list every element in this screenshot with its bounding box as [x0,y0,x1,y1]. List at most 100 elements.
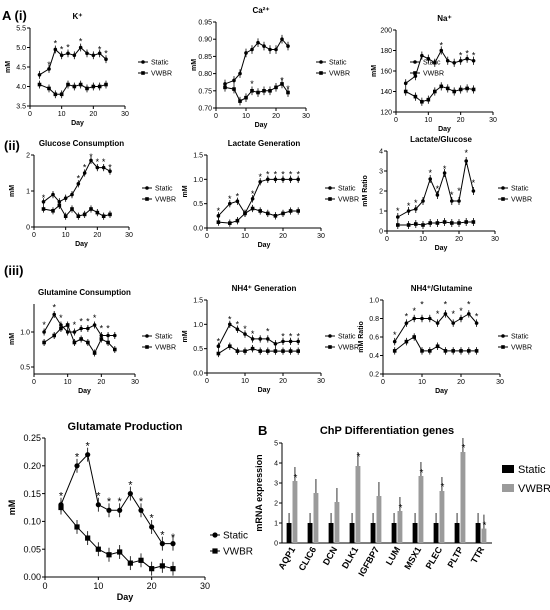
series-line-vwbr [60,507,174,570]
x-tick-label: 0 [32,232,36,239]
significance-star: * [89,152,93,162]
x-tick-label: 0 [28,111,32,118]
y-tick-label: 0.4 [369,353,379,360]
significance-star: * [464,148,468,158]
chart-title: Glutamine Consumption [38,288,131,297]
legend-label-vwbr: VWBR [155,196,176,203]
legend-marker-vwbr [501,345,505,349]
x-tick-label: 20 [97,379,105,386]
bar-static [391,523,397,543]
legend-label-static: Static [155,185,173,192]
chart-nh4: NH4⁺ Generation 0.0 0.5 1.0 1.5 mM 0 10 20 30 Day *… [182,284,359,394]
x-tick-label: 20 [89,111,97,118]
bar-vwbr [460,452,466,543]
x-tick-label: 10 [418,379,426,386]
significance-star: * [465,49,469,59]
bar-vwbr [376,496,382,543]
y-tick-label: 0.5 [193,346,203,353]
y-tick-label: 2 [274,500,278,507]
x-tick-label: 0 [214,113,218,120]
legend-label-vwbr: VWBR [329,70,350,77]
y-tick-label: 0.5 [193,201,203,208]
chart-title: NH4⁺ Generation [232,284,297,293]
legend-label-static: Static [155,333,173,340]
legend-marker-vwbr [141,71,145,75]
significance-star: * [450,190,454,200]
legend-marker-vwbr [212,548,218,554]
x-tick-label: 0 [205,233,209,240]
legend-marker-vwbr [501,197,505,201]
legend-label-static: Static [518,464,546,476]
y-tick-label: 2 [379,188,383,195]
x-tick-label: 10 [241,378,249,385]
y-tick-label: 0.25 [23,433,41,443]
y-tick-label: 1.0 [193,322,203,329]
y-tick-label: 1.5 [193,152,203,159]
significance-star: * [83,163,87,173]
legend-label-vwbr: VWBR [423,70,444,77]
y-tick-label: 0.15 [23,489,41,499]
y-axis-label: mM [7,500,17,516]
chart-calcium: Ca²⁺ 0.70 0.75 0.80 0.85 0.90 0.95 mM 0 10 20 30 Day… [191,6,350,129]
bar-vwbr [334,502,340,543]
significance-star: * [436,184,440,194]
significance-star: * [266,169,270,179]
legend-label-vwbr: VWBR [223,547,253,558]
significance-star: * [289,169,293,179]
legend-marker-static [328,186,332,190]
legend-label-vwbr: VWBR [511,196,532,203]
y-axis-label: mM Ratio [358,321,365,353]
legend-label-vwbr: VWBR [151,70,172,77]
significance-star: * [107,496,112,508]
significance-star: * [436,309,440,319]
y-tick-label: 3.5 [16,103,26,110]
x-tick-label: 20 [279,378,287,385]
x-tick-label: 30 [302,113,310,120]
category-label: PLTP [445,545,465,569]
significance-star: * [420,300,424,310]
y-tick-label: 4 [379,148,383,155]
x-tick-label: 0 [381,379,385,386]
legend-marker-static [145,334,149,338]
y-tick-label: 0.0 [193,370,203,377]
x-tick-label: 20 [147,581,157,591]
significance-star: * [440,40,444,50]
legend-label-static: Static [329,59,347,66]
significance-star: * [47,60,51,70]
legend-label-vwbr: VWBR [155,344,176,351]
significance-star: * [86,440,91,452]
significance-star: * [150,513,155,525]
significance-star: * [171,532,176,544]
chart-chp_genes: ChP Differentiation genes 0 1 2 3 4 5 mRNA expr… [254,425,550,578]
panel-label-b: B [258,423,267,438]
category-label: LUM [384,545,402,567]
significance-star: * [160,529,165,541]
y-tick-label: 120 [380,109,392,116]
x-axis-label: Day [71,120,84,127]
panel-label-ii: (ii) [4,138,20,153]
y-tick-label: 0.95 [198,19,212,26]
bar-vwbr [313,493,319,543]
y-tick-label: 1.0 [20,329,30,336]
significance-star: * [286,84,290,94]
significance-star: * [414,198,418,208]
chart-title: Glucose Consumption [39,139,124,148]
y-tick-label: 1 [26,188,30,195]
panel-label-a: A (i) [2,8,27,23]
category-label: TTR [469,545,487,566]
x-tick-label: 30 [317,233,325,240]
y-axis-label: mRNA expression [254,454,264,531]
category-label: CLIC6 [297,545,319,573]
legend-label-static: Static [151,59,169,66]
significance-star: * [281,169,285,179]
significance-star: * [251,329,255,339]
significance-star: * [79,37,83,47]
y-tick-label: 0.85 [198,54,212,61]
y-tick-label: 0.20 [23,461,41,471]
legend-label-static: Static [511,185,529,192]
x-tick-label: 0 [42,581,47,591]
y-tick-label: 0.00 [23,572,41,582]
y-tick-label: 1 [274,520,278,527]
